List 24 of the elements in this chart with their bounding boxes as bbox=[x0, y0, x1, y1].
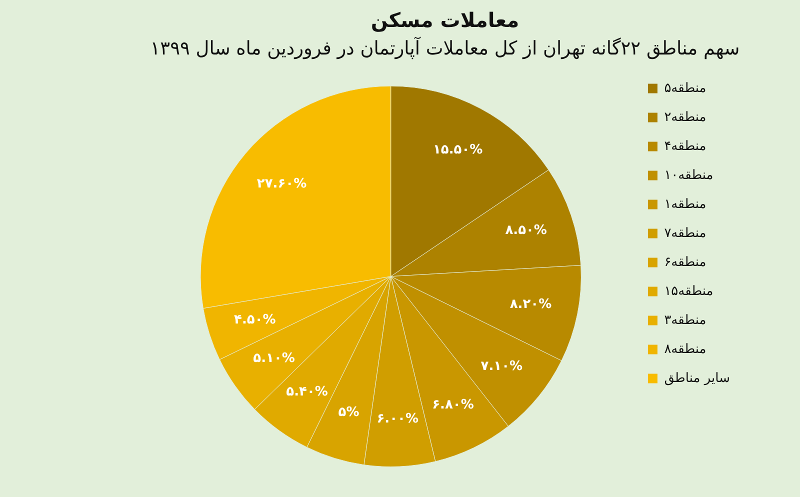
data-label: ۵% bbox=[338, 405, 360, 420]
data-label: ۵.۴۰% bbox=[286, 384, 328, 400]
legend-label: منطقه۱۵ bbox=[664, 284, 714, 299]
legend-label: منطقه۱ bbox=[664, 196, 706, 212]
legend-label: منطقه۸ bbox=[664, 342, 706, 357]
legend-label: منطقه۵ bbox=[664, 80, 706, 96]
legend-label: منطقه۳ bbox=[664, 312, 706, 328]
legend-label: منطقه۴ bbox=[664, 138, 706, 154]
legend-label: منطقه۲ bbox=[664, 110, 706, 125]
data-label: ۸.۵۰% bbox=[505, 223, 547, 238]
legend-label: سایر مناطق bbox=[664, 370, 730, 386]
legend-label: منطقه۱۰ bbox=[664, 168, 714, 183]
data-label: ۱۵.۵۰% bbox=[432, 142, 483, 158]
data-label: ۸.۲۰% bbox=[510, 297, 552, 312]
data-label: ۵.۱۰% bbox=[253, 350, 295, 366]
data-label: ۶.۰۰% bbox=[376, 411, 418, 426]
legend-label: منطقه۷ bbox=[664, 226, 706, 241]
data-label: ۴.۵۰% bbox=[234, 312, 276, 328]
data-label: ۷.۱۰% bbox=[480, 358, 523, 374]
data-label: ۲۷.۶۰% bbox=[256, 176, 307, 192]
chart-title: معاملات مسکن bbox=[370, 8, 520, 32]
legend-label: منطقه۶ bbox=[664, 254, 706, 270]
chart-subtitle: سهم مناطق ۲۲گانه تهران از کل معاملات آپارتمان در فروردین ماه سال ۱۳۹۹ bbox=[150, 36, 740, 60]
data-label: ۶.۸۰% bbox=[432, 397, 474, 412]
